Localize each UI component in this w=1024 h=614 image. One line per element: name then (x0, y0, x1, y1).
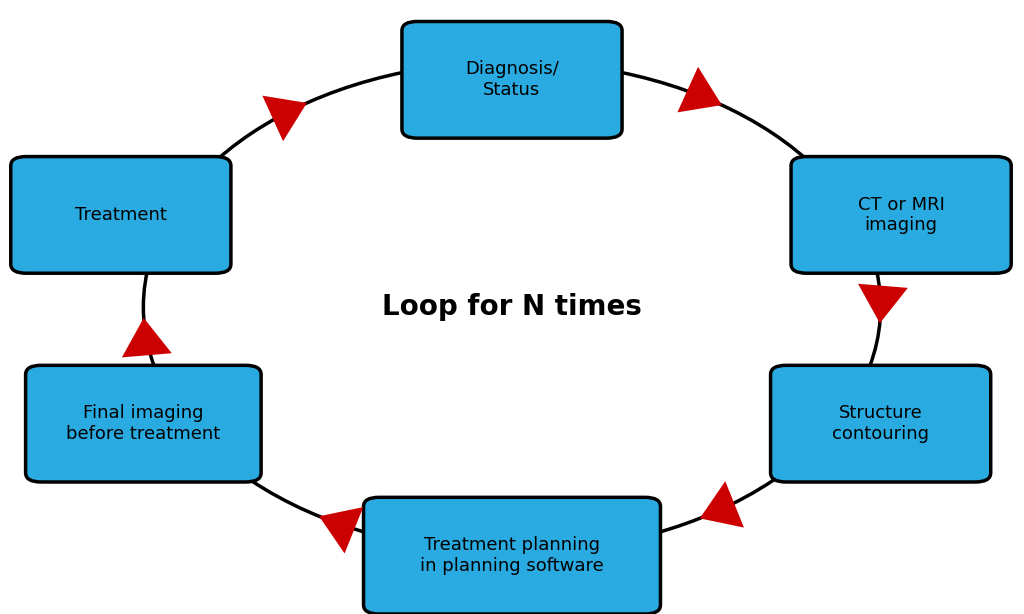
Text: Diagnosis/
Status: Diagnosis/ Status (465, 60, 559, 99)
Text: Loop for N times: Loop for N times (382, 293, 642, 321)
FancyBboxPatch shape (791, 157, 1011, 273)
FancyBboxPatch shape (10, 157, 230, 273)
Text: Structure
contouring: Structure contouring (833, 404, 929, 443)
Text: CT or MRI
imaging: CT or MRI imaging (858, 195, 944, 235)
FancyBboxPatch shape (401, 21, 622, 138)
Text: Final imaging
before treatment: Final imaging before treatment (67, 404, 220, 443)
FancyBboxPatch shape (770, 365, 990, 482)
Text: Treatment: Treatment (75, 206, 167, 224)
FancyBboxPatch shape (364, 497, 660, 614)
Text: Treatment planning
in planning software: Treatment planning in planning software (420, 536, 604, 575)
FancyBboxPatch shape (26, 365, 261, 482)
